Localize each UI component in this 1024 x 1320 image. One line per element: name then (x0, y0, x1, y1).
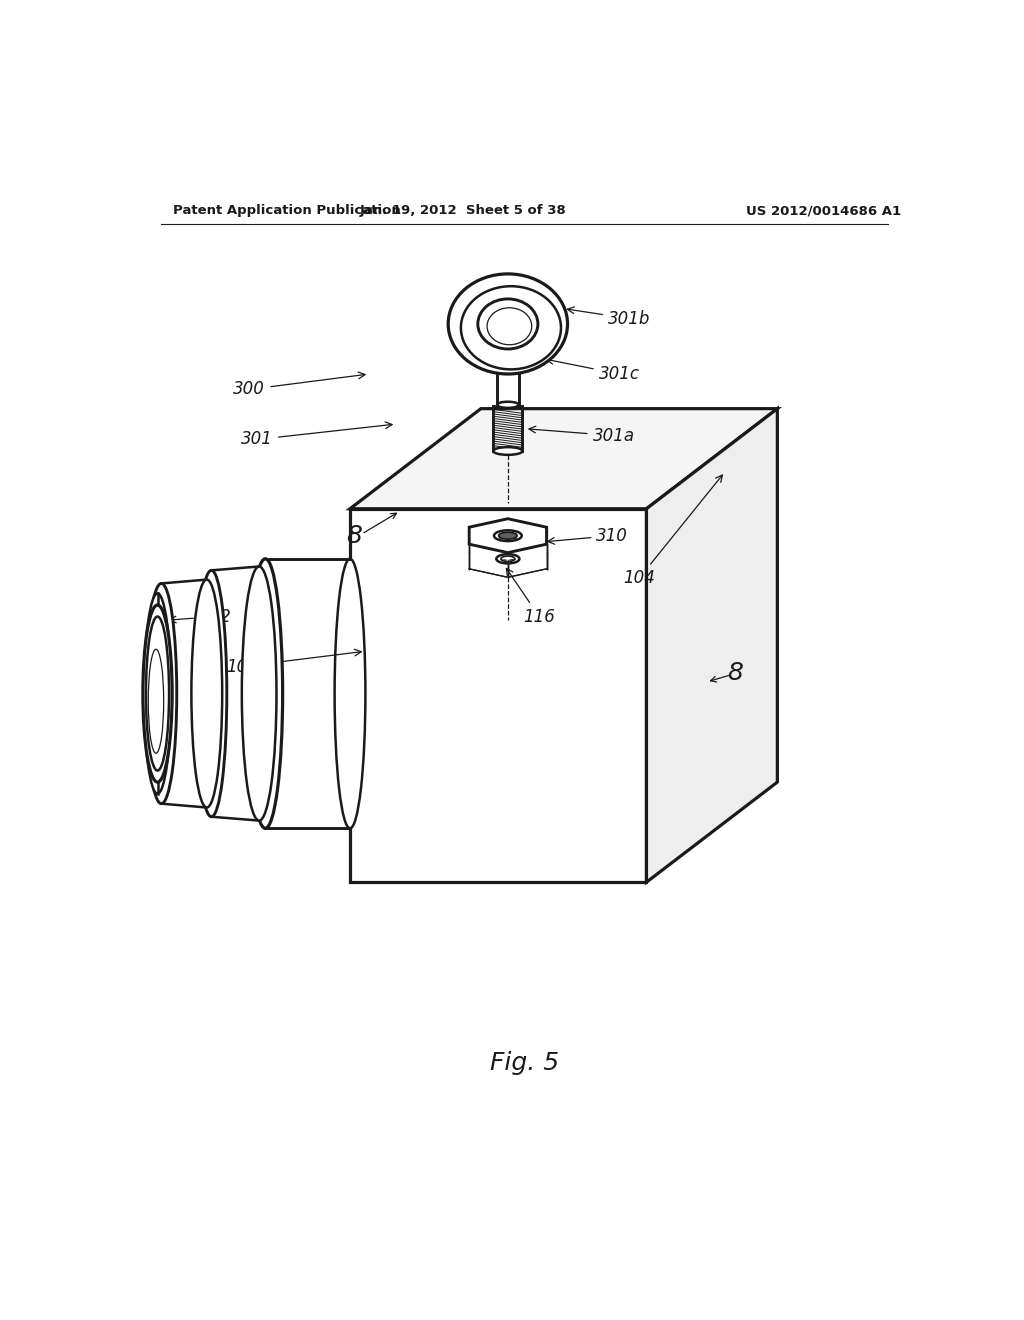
Text: 8: 8 (727, 661, 743, 685)
Ellipse shape (494, 531, 521, 541)
Ellipse shape (497, 401, 518, 408)
Ellipse shape (497, 554, 519, 564)
Text: 310: 310 (548, 527, 629, 545)
Ellipse shape (478, 298, 538, 348)
Text: US 2012/0014686 A1: US 2012/0014686 A1 (746, 205, 901, 218)
Text: Patent Application Publication: Patent Application Publication (173, 205, 400, 218)
Text: 301c: 301c (547, 358, 640, 383)
Ellipse shape (242, 566, 276, 821)
Polygon shape (350, 508, 646, 882)
Polygon shape (350, 409, 777, 508)
Text: 301b: 301b (567, 306, 650, 327)
Ellipse shape (487, 308, 531, 345)
Ellipse shape (191, 579, 222, 808)
Ellipse shape (144, 594, 171, 793)
Ellipse shape (248, 558, 283, 829)
Ellipse shape (449, 275, 567, 374)
Text: 300: 300 (233, 372, 366, 399)
Ellipse shape (143, 605, 172, 781)
Ellipse shape (148, 649, 164, 754)
Text: 112: 112 (169, 607, 230, 626)
Ellipse shape (335, 558, 366, 829)
Ellipse shape (146, 616, 169, 771)
Ellipse shape (146, 583, 177, 804)
Text: 301a: 301a (529, 426, 635, 445)
Text: 301: 301 (241, 422, 392, 449)
Text: 116: 116 (506, 569, 555, 626)
Ellipse shape (461, 286, 561, 370)
Polygon shape (469, 519, 547, 553)
Ellipse shape (501, 556, 515, 561)
Text: 8: 8 (346, 524, 361, 548)
Ellipse shape (499, 532, 517, 539)
Text: 102: 102 (225, 649, 361, 676)
Text: Jan. 19, 2012  Sheet 5 of 38: Jan. 19, 2012 Sheet 5 of 38 (359, 205, 566, 218)
Ellipse shape (494, 447, 522, 455)
Text: 104: 104 (624, 475, 722, 587)
Ellipse shape (196, 570, 226, 817)
Polygon shape (646, 409, 777, 882)
Text: Fig. 5: Fig. 5 (490, 1051, 559, 1076)
